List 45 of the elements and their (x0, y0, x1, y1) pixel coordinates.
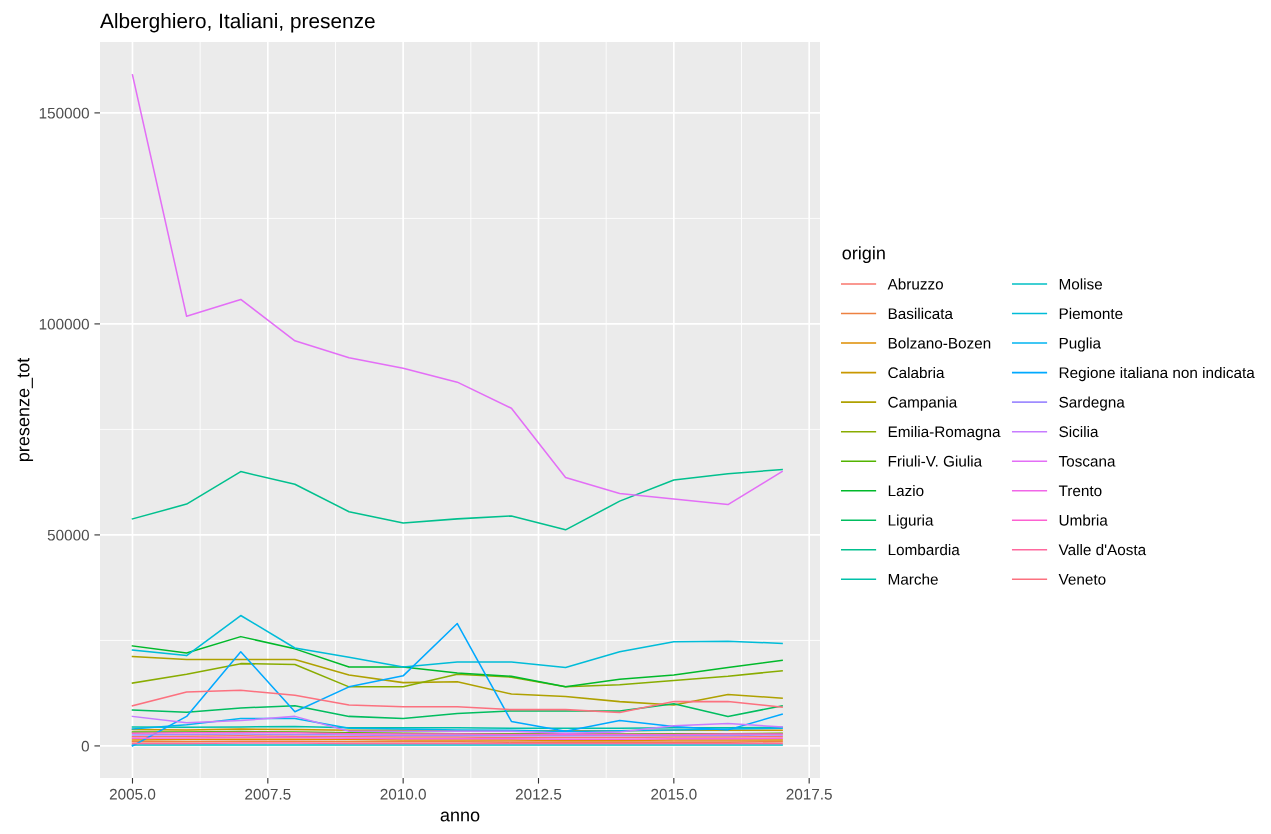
legend-label: Puglia (1059, 337, 1102, 352)
legend-title: origin (842, 246, 885, 264)
x-tick-label: 2010.0 (380, 788, 426, 800)
legend-label: Trento (1058, 485, 1102, 497)
x-tick-label: 2015.0 (651, 788, 697, 800)
y-tick-label: 50000 (47, 529, 89, 541)
y-tick-label: 0 (81, 740, 89, 752)
y-tick-label: 100000 (39, 318, 89, 330)
line-series (131, 702, 783, 720)
x-tick-label: 2017.5 (786, 788, 832, 800)
y-axis-title: presenze_tot (17, 357, 34, 462)
legend-label: Sardegna (1059, 396, 1125, 411)
x-axis-title: anno (440, 811, 480, 822)
line-series (131, 689, 783, 714)
line-series (131, 622, 783, 747)
chart-title: Alberghiero, Italiani, presenze (100, 13, 375, 33)
legend-label: Basilicata (888, 307, 953, 320)
legend-label: Piemonte (1059, 307, 1123, 320)
legend-label: Regione italiana non indicata (1059, 366, 1255, 382)
legend-label: Campania (888, 396, 958, 411)
legend-label: Friuli-V. Giulia (888, 455, 983, 467)
line-series (131, 468, 783, 531)
legend-label: Sicilia (1059, 425, 1099, 438)
legend-label: Molise (1059, 278, 1103, 290)
legend-label: Lazio (888, 484, 924, 497)
legend-label: Veneto (1058, 574, 1106, 585)
line-series (131, 655, 783, 706)
legend-label: Marche (888, 573, 938, 585)
legend-label: Calabria (888, 366, 945, 379)
line-series (131, 635, 783, 688)
legend-label: Liguria (888, 514, 934, 529)
legend-label: Umbria (1059, 514, 1108, 526)
legend-label: Bolzano-Bozen (888, 337, 991, 349)
x-tick-label: 2005.0 (109, 788, 156, 800)
x-tick-label: 2012.5 (515, 788, 562, 800)
legend-label: Abruzzo (887, 278, 943, 290)
y-tick-label: 150000 (39, 107, 89, 119)
legend-label: Emilia-Romagna (888, 425, 1001, 441)
legend-label: Valle d'Aosta (1058, 544, 1147, 556)
line-series (131, 662, 783, 688)
legend-label: Lombardia (888, 544, 960, 556)
line-series (131, 74, 783, 506)
legend-label: Toscana (1058, 456, 1116, 467)
line-series (131, 614, 783, 669)
x-tick-label: 2007.5 (245, 788, 291, 800)
